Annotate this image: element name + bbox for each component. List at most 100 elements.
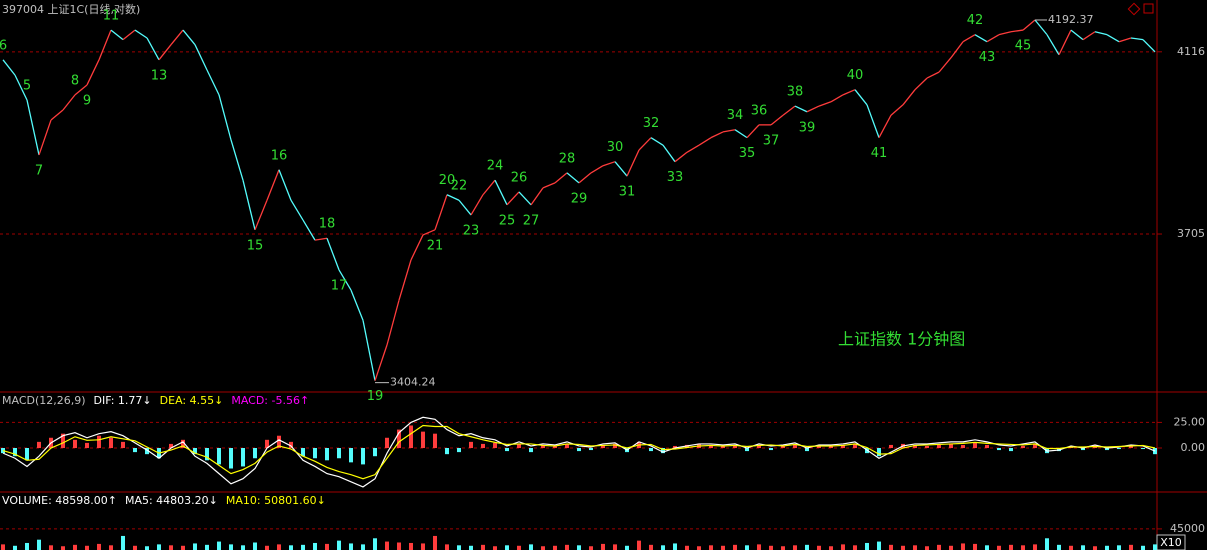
price-segment bbox=[818, 101, 832, 107]
volume-bar bbox=[1105, 545, 1109, 550]
volume-bar bbox=[529, 544, 533, 550]
wave-label: 8 bbox=[71, 73, 79, 88]
volume-bar bbox=[301, 544, 305, 550]
wave-label: 43 bbox=[979, 50, 996, 65]
price-segment bbox=[902, 89, 916, 106]
price-segment bbox=[518, 191, 532, 206]
volume-bar bbox=[361, 544, 365, 550]
price-segment bbox=[734, 129, 748, 139]
price-segment bbox=[278, 169, 292, 201]
wave-label: 28 bbox=[559, 151, 576, 166]
price-segment bbox=[494, 179, 508, 206]
wave-label: 20 bbox=[439, 173, 456, 188]
volume-bar bbox=[1069, 545, 1073, 550]
price-segment bbox=[926, 71, 940, 79]
volume-bar bbox=[649, 544, 653, 550]
price-segment bbox=[746, 124, 760, 139]
wave-label: 38 bbox=[787, 85, 804, 100]
price-segment bbox=[554, 172, 568, 184]
wave-label: 18 bbox=[319, 217, 336, 232]
price-segment bbox=[602, 161, 616, 167]
volume-bar bbox=[313, 542, 317, 550]
volume-bar bbox=[205, 544, 209, 550]
volume-bar bbox=[109, 545, 113, 550]
legend-entry: MACD: -5.56↑ bbox=[231, 394, 309, 407]
volume-bar bbox=[877, 541, 881, 550]
volume-bar bbox=[673, 543, 677, 550]
volume-bar bbox=[133, 545, 137, 550]
price-segment bbox=[458, 199, 472, 216]
price-segment bbox=[974, 34, 988, 43]
wave-label: 26 bbox=[511, 170, 528, 185]
volume-bar bbox=[289, 545, 293, 550]
wave-label: 29 bbox=[571, 191, 588, 206]
volume-bar bbox=[1117, 545, 1121, 550]
price-segment bbox=[374, 344, 388, 381]
window-button[interactable] bbox=[1127, 2, 1141, 16]
volume-bar bbox=[625, 545, 629, 550]
volume-bar bbox=[229, 544, 233, 550]
volume-bar bbox=[121, 535, 125, 550]
wave-label: 5 bbox=[23, 79, 31, 94]
volume-bar bbox=[709, 545, 713, 550]
volume-bar bbox=[433, 535, 437, 550]
volume-bar bbox=[85, 545, 89, 550]
volume-bar bbox=[925, 546, 929, 550]
volume-bar bbox=[565, 544, 569, 550]
price-segment bbox=[1058, 29, 1072, 56]
volume-bar bbox=[277, 544, 281, 550]
price-segment bbox=[314, 237, 328, 241]
volume-bar bbox=[1021, 545, 1025, 550]
wave-label: 31 bbox=[619, 185, 636, 200]
volume-bar bbox=[901, 545, 905, 550]
wave-label: 9 bbox=[83, 93, 91, 108]
price-segment bbox=[638, 137, 652, 151]
price-segment bbox=[626, 149, 640, 177]
price-segment bbox=[158, 44, 172, 61]
volume-bar bbox=[1057, 544, 1061, 550]
price-segment bbox=[650, 137, 664, 146]
price-segment bbox=[74, 84, 88, 96]
price-segment bbox=[350, 289, 364, 321]
price-segment bbox=[50, 109, 64, 121]
price-segment bbox=[2, 59, 16, 76]
price-segment bbox=[530, 187, 544, 206]
wave-label: 13 bbox=[151, 68, 168, 83]
price-segment bbox=[134, 29, 148, 39]
price-segment bbox=[14, 74, 28, 101]
wave-label: 19 bbox=[367, 389, 384, 404]
wave-label: 15 bbox=[247, 238, 264, 253]
price-segment bbox=[338, 269, 352, 291]
volume-bar bbox=[757, 544, 761, 550]
wave-label: 42 bbox=[967, 13, 984, 28]
wave-label: 33 bbox=[667, 170, 684, 185]
volume-bar bbox=[1, 544, 5, 550]
high-label: 4192.37 bbox=[1048, 13, 1094, 26]
volume-bar bbox=[181, 545, 185, 550]
wave-label: 22 bbox=[451, 179, 468, 194]
price-segment bbox=[326, 237, 340, 271]
volume-bar bbox=[721, 545, 725, 550]
price-segment bbox=[578, 172, 592, 184]
wave-label: 6 bbox=[0, 38, 7, 53]
price-segment bbox=[230, 139, 244, 181]
price-segment bbox=[830, 94, 844, 103]
volume-bar bbox=[1093, 546, 1097, 550]
price-segment bbox=[26, 99, 40, 156]
price-segment bbox=[1130, 37, 1144, 41]
y-tick-label: 0.00 bbox=[1181, 441, 1206, 454]
volume-bar bbox=[745, 545, 749, 550]
wave-label: 21 bbox=[427, 238, 444, 253]
price-segment bbox=[998, 31, 1012, 36]
legend-entry: DEA: 4.55↓ bbox=[160, 394, 224, 407]
y-tick-label: 3705 bbox=[1177, 227, 1205, 240]
volume-bar bbox=[217, 541, 221, 550]
volume-bar bbox=[385, 541, 389, 550]
volume-bar bbox=[601, 543, 605, 550]
price-segment bbox=[1142, 39, 1156, 53]
volume-bar bbox=[37, 539, 41, 550]
window-button[interactable] bbox=[1143, 3, 1154, 14]
chart-title: 397004 上证1C(日线,对数) bbox=[2, 2, 140, 16]
